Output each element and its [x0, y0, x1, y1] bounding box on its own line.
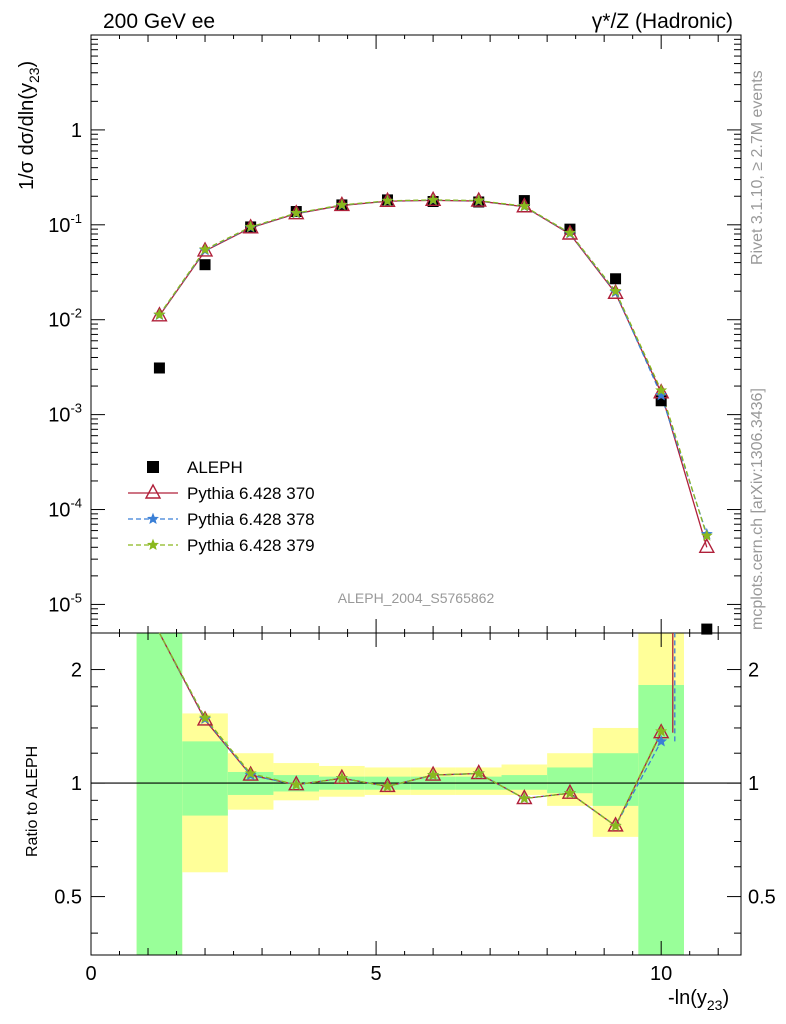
xlabel: -ln(y23)	[668, 987, 729, 1013]
ratio-379-point	[244, 767, 257, 779]
ratio-y-tick-label: 1	[71, 773, 82, 795]
ratio-378-point	[655, 735, 668, 747]
y-tick-label: 10-2	[48, 306, 82, 332]
pythia-378-point	[655, 388, 668, 401]
inner-band	[501, 775, 548, 790]
legend-marker	[147, 512, 159, 525]
pythia-379-point	[244, 220, 257, 233]
side-label-top: Rivet 3.1.10, ≥ 2.7M events	[749, 70, 766, 265]
ratio-y-tick-label: 0.5	[54, 887, 82, 909]
ratio-ylabel: Ratio to ALEPH	[24, 746, 41, 857]
pythia-379-point	[199, 243, 212, 255]
pythia-379-point	[700, 529, 713, 541]
y-tick-label: 10-5	[48, 590, 82, 616]
ratio-y-tick-label: 2	[71, 660, 82, 682]
x-tick-label: 5	[371, 963, 382, 985]
pythia-379-point	[655, 384, 668, 396]
aleph-point	[655, 395, 667, 407]
pythia-370-point	[698, 537, 715, 553]
ratio-frame	[90, 632, 742, 956]
ratio-error-bands	[136, 633, 684, 955]
ratio-series	[158, 632, 676, 832]
inner-band	[136, 633, 183, 955]
ratio-y-tick-label-right: 0.5	[748, 887, 776, 909]
y-tick-label: 10-4	[48, 496, 82, 522]
ratio-y-tick-label-right: 2	[748, 660, 759, 682]
ratio-379-point	[472, 767, 485, 779]
aleph-point	[701, 623, 713, 635]
legend-label: ALEPH	[187, 458, 243, 477]
aleph-point	[610, 273, 622, 285]
legend-label: Pythia 6.428 378	[187, 510, 315, 529]
ratio-379-point	[518, 792, 531, 804]
ratio-y-tick-label-right: 1	[748, 773, 759, 795]
side-label-bottom: mcplots.cern.ch [arXiv:1306.3436]	[749, 388, 766, 630]
axis-ticks: 0 5 10 1 10-1 10-2 10-3 10-4 10-5 0.5 0.5 1 1 2 2	[48, 35, 776, 985]
x-tick-label: 0	[85, 963, 96, 985]
pythia-379-point	[153, 308, 166, 320]
data-series	[151, 190, 715, 635]
pythia-379-point	[609, 284, 622, 297]
header-left: 200 GeV ee	[103, 10, 215, 33]
legend: ALEPH Pythia 6.428 370 Pythia 6.428 378 Pyt…	[128, 458, 315, 555]
aleph-point	[153, 362, 165, 374]
pythia-379-point	[518, 199, 531, 212]
ratio-379-point	[199, 711, 212, 723]
aleph-point	[199, 259, 211, 271]
y-tick-label: 1	[71, 120, 82, 142]
pythia-379-point	[381, 194, 394, 206]
legend-marker-aleph	[147, 461, 159, 473]
legend-marker	[147, 538, 159, 551]
legend-marker	[144, 483, 162, 499]
pythia-379-point	[290, 206, 303, 219]
main-ylabel: 1/σ dσ/dln(y23)	[16, 61, 42, 190]
ratio-379-point	[290, 778, 303, 790]
ratio-379-point	[563, 786, 577, 799]
pythia-379-point	[472, 194, 485, 206]
ratio-379-point	[609, 819, 622, 831]
header-right: γ*/Z (Hadronic)	[592, 10, 733, 33]
pythia-379-point	[563, 226, 576, 239]
ratio-379-point	[381, 780, 394, 792]
inner-band	[592, 753, 639, 806]
ratio-379-point	[655, 725, 668, 737]
y-tick-label: 10-3	[48, 401, 82, 427]
pythia-379-point	[335, 198, 348, 211]
legend-label: Pythia 6.428 379	[187, 536, 315, 555]
ratio-379-point	[335, 771, 348, 784]
y-tick-label: 10-1	[48, 211, 82, 237]
inner-band	[182, 741, 228, 816]
ratio-379-point	[427, 768, 440, 781]
legend-label: Pythia 6.428 370	[187, 484, 315, 503]
analysis-watermark: ALEPH_2004_S5765862	[338, 590, 495, 606]
x-tick-label: 10	[650, 963, 672, 985]
pythia-379-point	[427, 193, 440, 206]
